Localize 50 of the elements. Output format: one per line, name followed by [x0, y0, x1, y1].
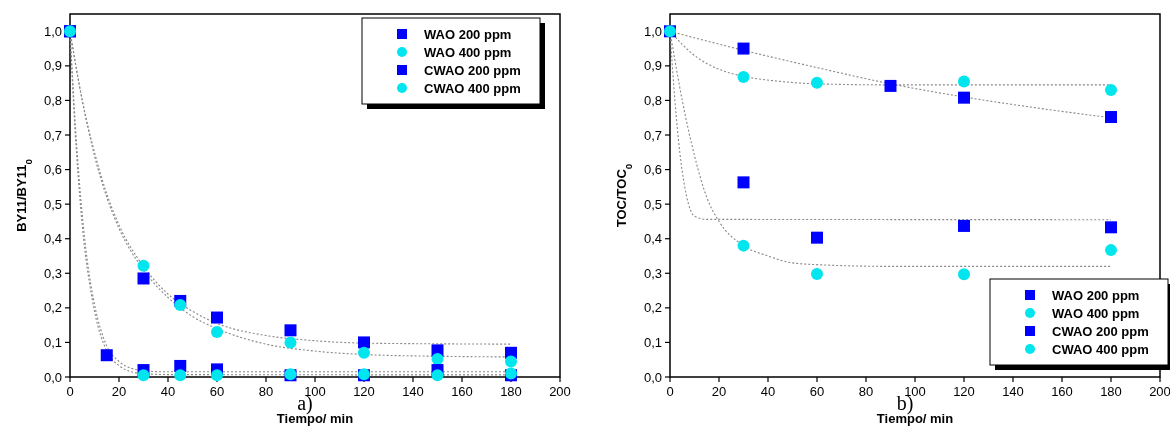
- x-tick-label: 0: [66, 384, 74, 399]
- x-tick-label: 40: [160, 384, 176, 399]
- y-tick-label: 0,2: [43, 300, 62, 316]
- legend-label: WAO 400 ppm: [1052, 305, 1140, 321]
- y-tick-label: 0,4: [43, 231, 62, 247]
- y-tick-label: 0,0: [43, 369, 62, 385]
- x-tick-label: 20: [711, 384, 727, 399]
- y-tick-label: 0,0: [643, 369, 662, 385]
- x-tick-label: 120: [953, 384, 975, 399]
- x-tick-label: 20: [111, 384, 127, 399]
- y-tick-label: 0,1: [643, 334, 662, 350]
- legend-label: CWAO 400 ppm: [1052, 341, 1149, 357]
- x-tick-label: 60: [809, 384, 825, 399]
- legend-label: WAO 400 ppm: [424, 44, 512, 60]
- legend-label: CWAO 400 ppm: [424, 80, 521, 96]
- legend-label: CWAO 200 ppm: [1052, 323, 1149, 339]
- x-tick-label: 80: [858, 384, 874, 399]
- y-tick-label: 0,2: [643, 300, 662, 316]
- y-tick-label: 0,1: [43, 334, 62, 350]
- y-tick-label: 0,4: [643, 231, 662, 247]
- y-tick-label: 0,7: [643, 127, 662, 143]
- x-tick-label: 160: [451, 384, 473, 399]
- x-tick-label: 120: [353, 384, 375, 399]
- legend-label: WAO 200 ppm: [1052, 287, 1140, 303]
- y-tick-label: 0,6: [43, 162, 62, 178]
- y-tick-label: 0,9: [43, 58, 62, 74]
- x-tick-label: 140: [402, 384, 424, 399]
- legend-label: CWAO 200 ppm: [424, 62, 521, 78]
- x-tick-label: 0: [666, 384, 674, 399]
- x-tick-label: 40: [760, 384, 776, 399]
- y-tick-label: 1,0: [643, 23, 662, 39]
- x-tick-label: 160: [1051, 384, 1073, 399]
- y-tick-label: 0,8: [43, 92, 62, 108]
- y-tick-label: 0,5: [643, 196, 662, 212]
- y-tick-label: 0,7: [43, 127, 62, 143]
- y-tick-label: 0,5: [43, 196, 62, 212]
- x-tick-label: 200: [549, 384, 571, 399]
- x-tick-label: 180: [1100, 384, 1122, 399]
- x-tick-label: 200: [1149, 384, 1170, 399]
- legend-label: WAO 200 ppm: [424, 26, 512, 42]
- x-tick-label: 80: [258, 384, 274, 399]
- y-tick-label: 0,3: [643, 265, 662, 281]
- x-tick-label: 140: [1002, 384, 1024, 399]
- y-tick-label: 0,3: [43, 265, 62, 281]
- y-tick-label: 0,9: [643, 58, 662, 74]
- x-tick-label: 60: [209, 384, 225, 399]
- y-tick-label: 0,6: [643, 162, 662, 178]
- y-tick-label: 0,8: [643, 92, 662, 108]
- x-tick-label: 180: [500, 384, 522, 399]
- y-tick-label: 1,0: [43, 23, 62, 39]
